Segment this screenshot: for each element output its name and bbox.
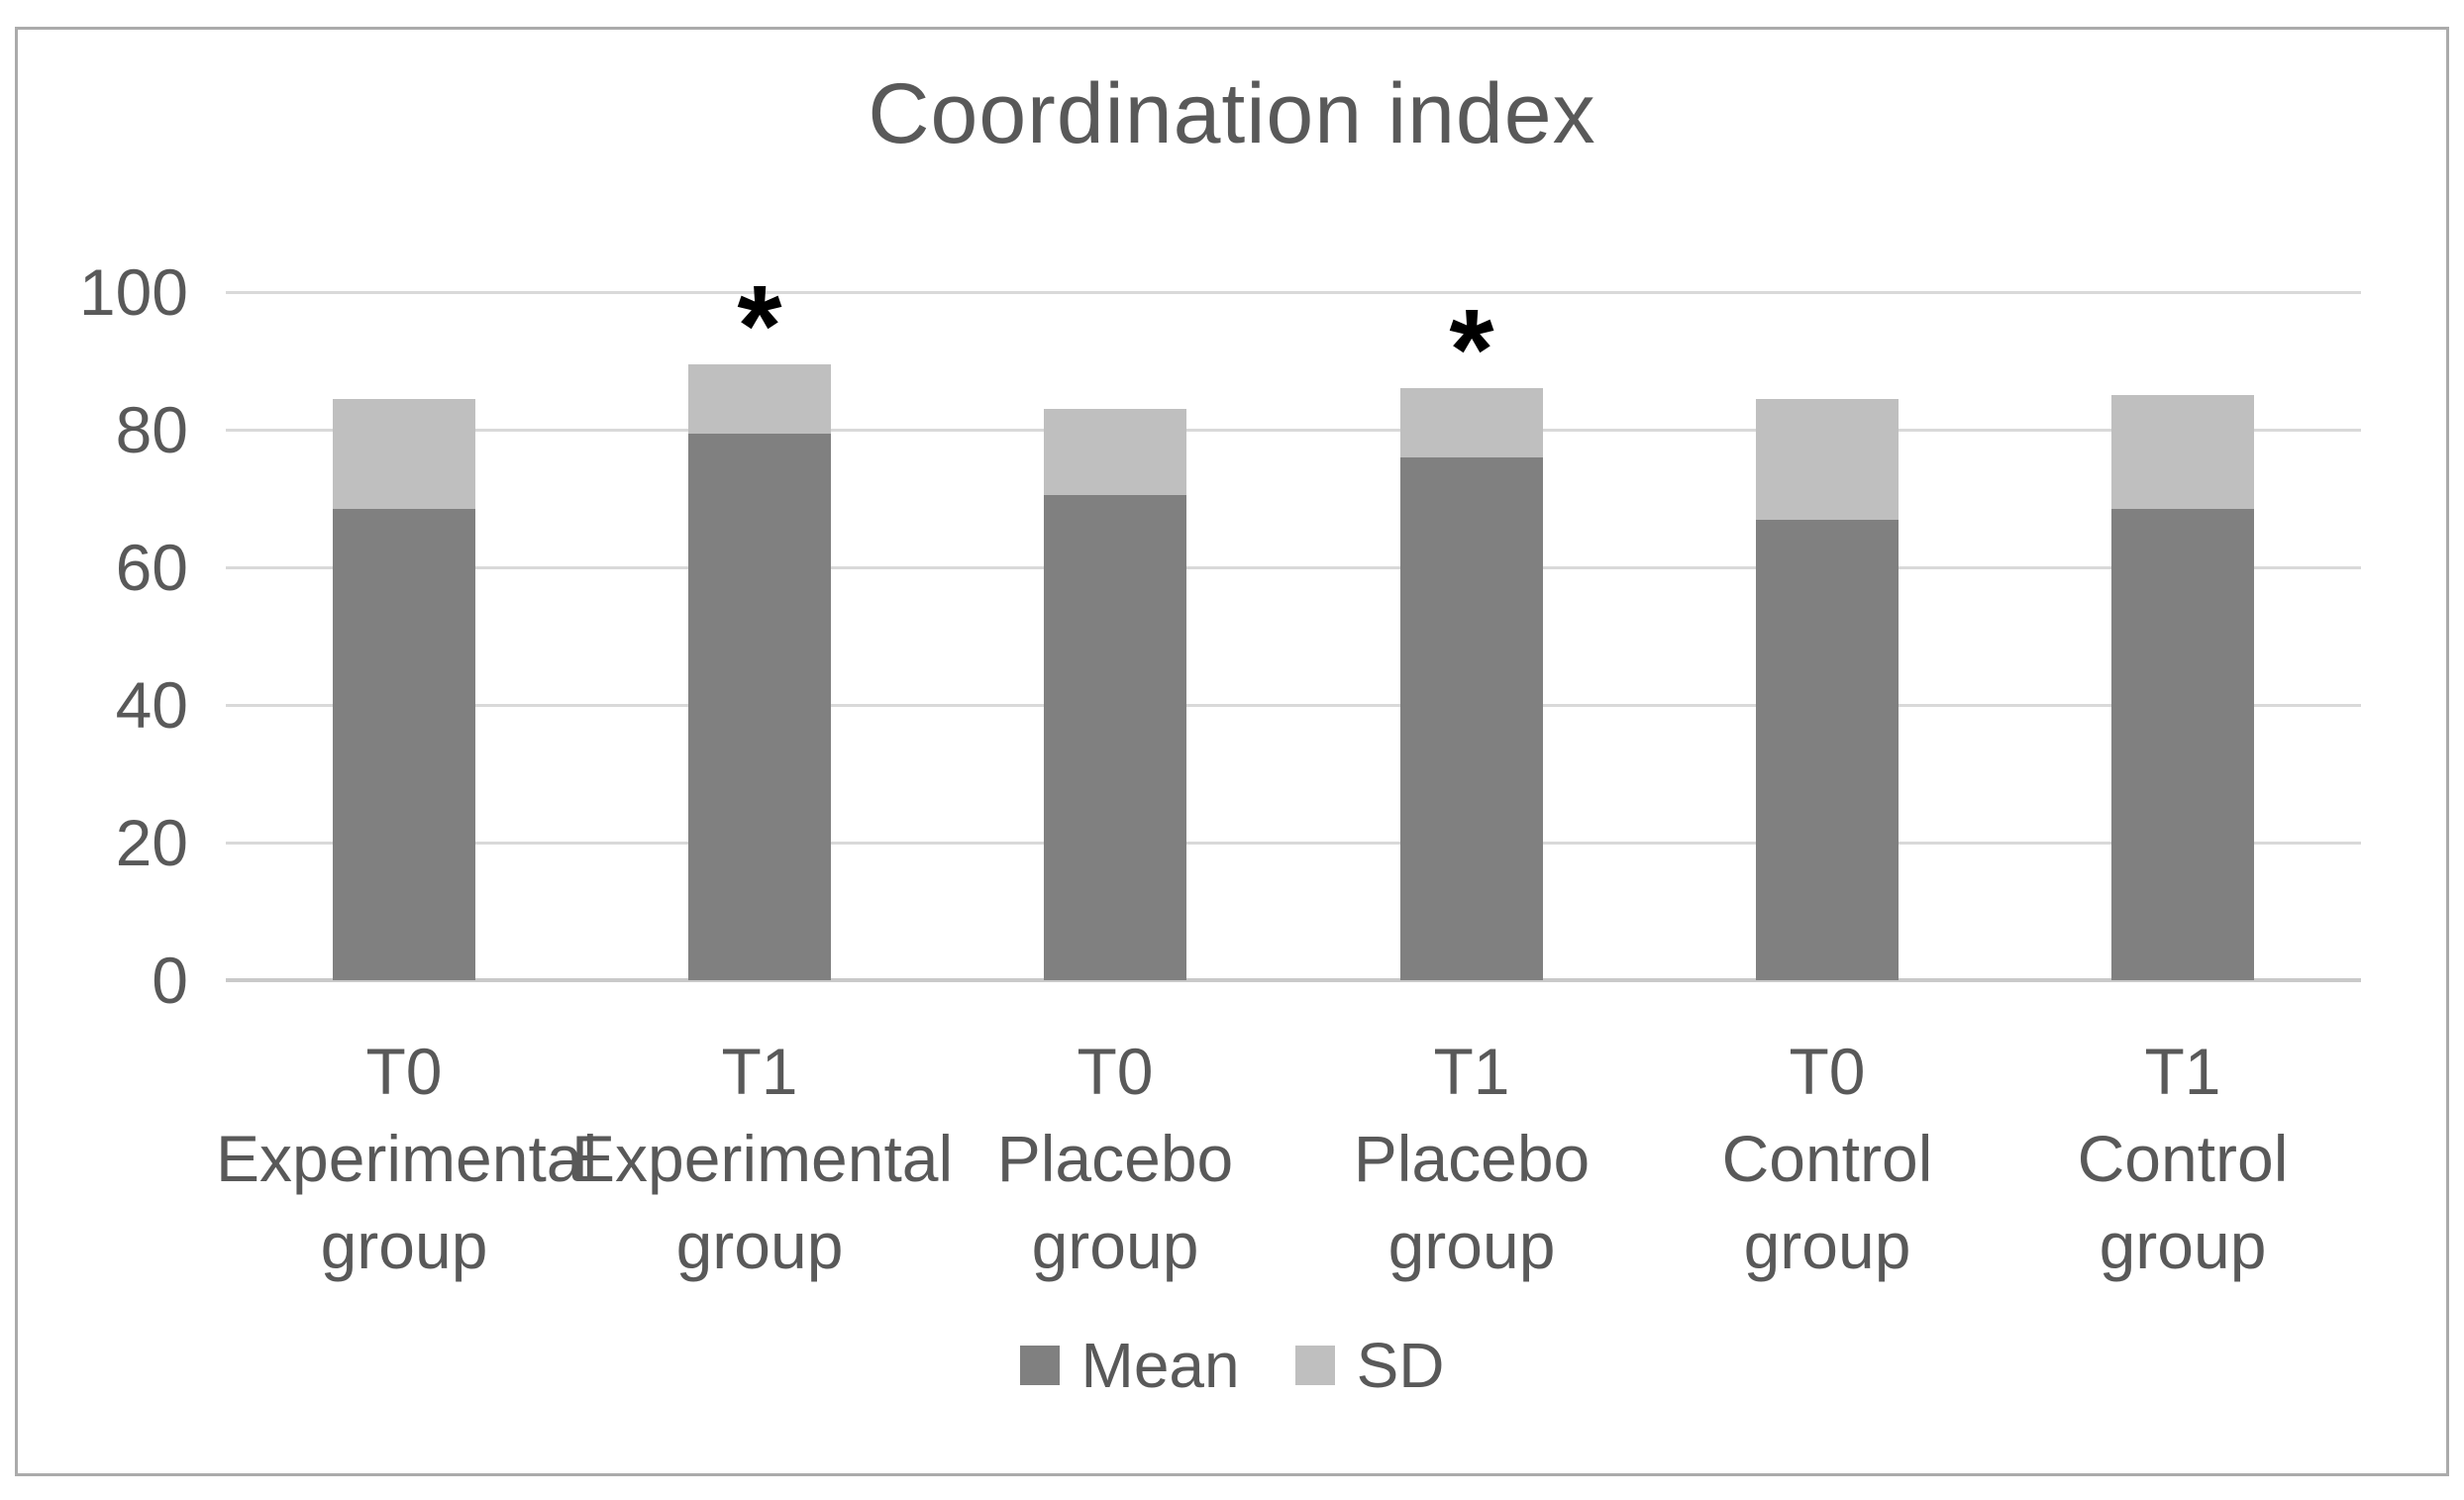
gridline bbox=[226, 291, 2361, 294]
legend-label-sd: SD bbox=[1356, 1330, 1445, 1401]
category-label-line: group bbox=[1031, 1209, 1199, 1282]
y-axis-tick-label: 100 bbox=[78, 255, 188, 329]
category-label: T0 Experimental group bbox=[216, 1028, 598, 1289]
significance-asterisk: * bbox=[737, 261, 782, 390]
y-axis-tick-label: 60 bbox=[115, 531, 188, 604]
x-axis-line bbox=[226, 978, 2361, 982]
category-label-line: Experimental bbox=[571, 1122, 954, 1195]
bar-mean-segment bbox=[688, 433, 831, 980]
bar-sd-segment bbox=[333, 399, 475, 509]
significance-asterisk: * bbox=[1449, 285, 1494, 414]
gridline bbox=[226, 842, 2361, 845]
category-label: T1 Experimental group bbox=[571, 1028, 954, 1289]
chart-title: Coordination index bbox=[868, 66, 1596, 161]
legend-item-sd: SD bbox=[1294, 1330, 1445, 1401]
bar-mean-segment bbox=[2111, 509, 2254, 980]
bar-sd-segment bbox=[1756, 399, 1899, 520]
category-label-line: Placebo bbox=[1353, 1122, 1591, 1195]
category-label: T0 Control group bbox=[1639, 1028, 2015, 1289]
category-label-line: Placebo bbox=[996, 1122, 1234, 1195]
category-label-line: group bbox=[2099, 1209, 2267, 1282]
legend-swatch-mean bbox=[1019, 1346, 1060, 1385]
y-axis-tick-label: 20 bbox=[115, 806, 188, 879]
category-label: T1 Control group bbox=[1995, 1028, 2371, 1289]
category-label-line: group bbox=[1387, 1209, 1556, 1282]
gridline bbox=[226, 566, 2361, 569]
y-axis-tick-label: 0 bbox=[152, 944, 188, 1017]
category-label-line: Control bbox=[2077, 1122, 2289, 1195]
category-label-line: group bbox=[675, 1209, 844, 1282]
category-label-line: T0 bbox=[365, 1035, 443, 1108]
legend-item-mean: Mean bbox=[1019, 1330, 1240, 1401]
legend: Mean SD bbox=[0, 1331, 2464, 1400]
bar-mean-segment bbox=[1400, 457, 1543, 980]
category-label-line: T1 bbox=[1433, 1035, 1510, 1108]
bar-mean-segment bbox=[333, 509, 475, 980]
y-axis-tick-label: 40 bbox=[115, 668, 188, 742]
category-label-line: group bbox=[320, 1209, 488, 1282]
bar-sd-segment bbox=[688, 364, 831, 434]
bar-sd-segment bbox=[2111, 395, 2254, 509]
gridline bbox=[226, 704, 2361, 707]
legend-swatch-sd bbox=[1294, 1346, 1335, 1385]
bar-mean-segment bbox=[1044, 495, 1186, 980]
category-label-line: T0 bbox=[1789, 1035, 1866, 1108]
category-label-line: Experimental bbox=[216, 1122, 598, 1195]
category-label-line: T1 bbox=[721, 1035, 798, 1108]
y-axis-tick-label: 80 bbox=[115, 393, 188, 466]
category-label: T1 Placebo group bbox=[1283, 1028, 1660, 1289]
bar-sd-segment bbox=[1044, 409, 1186, 495]
category-label-line: Control bbox=[1721, 1122, 1933, 1195]
gridline bbox=[226, 429, 2361, 432]
bar-mean-segment bbox=[1756, 519, 1899, 980]
category-label-line: T0 bbox=[1077, 1035, 1154, 1108]
bar-sd-segment bbox=[1400, 388, 1543, 457]
legend-label-mean: Mean bbox=[1080, 1330, 1240, 1401]
category-label: T0 Placebo group bbox=[927, 1028, 1303, 1289]
category-label-line: group bbox=[1743, 1209, 1911, 1282]
category-label-line: T1 bbox=[2144, 1035, 2221, 1108]
